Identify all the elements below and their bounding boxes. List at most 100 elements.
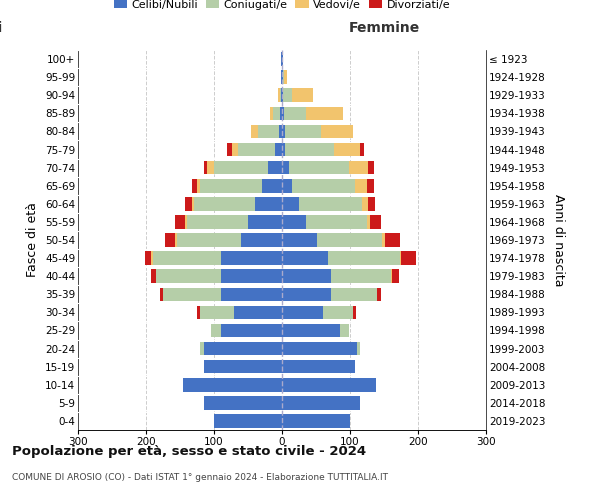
Bar	[282, 179, 374, 192]
Bar	[282, 306, 323, 319]
Text: COMUNE DI AROSIO (CO) - Dati ISTAT 1° gennaio 2024 - Elaborazione TUTTITALIA.IT: COMUNE DI AROSIO (CO) - Dati ISTAT 1° ge…	[12, 472, 388, 482]
Bar	[251, 124, 282, 138]
Bar	[282, 179, 355, 192]
Bar	[282, 270, 392, 283]
Bar	[194, 197, 282, 210]
Bar	[282, 252, 416, 265]
Bar	[232, 142, 282, 156]
Bar	[200, 306, 282, 319]
Bar	[221, 270, 282, 283]
Text: Femmine: Femmine	[349, 21, 419, 35]
Bar	[281, 70, 282, 84]
Bar	[258, 124, 282, 138]
Bar	[221, 324, 282, 338]
Bar	[185, 215, 282, 228]
Bar	[282, 179, 292, 192]
Bar	[251, 124, 282, 138]
Bar	[156, 270, 282, 283]
Bar	[282, 124, 321, 138]
Bar	[214, 414, 282, 428]
Bar	[281, 52, 282, 66]
Bar	[281, 70, 282, 84]
Bar	[145, 252, 282, 265]
Bar	[282, 124, 353, 138]
Bar	[282, 342, 360, 355]
Bar	[282, 161, 368, 174]
Bar	[151, 270, 282, 283]
Bar	[282, 342, 360, 355]
Bar	[200, 342, 282, 355]
Bar	[200, 342, 282, 355]
Bar	[282, 161, 289, 174]
Bar	[204, 396, 282, 409]
Bar	[282, 288, 380, 301]
Bar	[163, 288, 282, 301]
Bar	[156, 270, 282, 283]
Bar	[282, 306, 356, 319]
Bar	[282, 360, 355, 374]
Bar	[282, 414, 350, 428]
Bar	[282, 414, 350, 428]
Bar	[282, 414, 350, 428]
Bar	[282, 288, 377, 301]
Bar	[282, 414, 350, 428]
Bar	[211, 324, 282, 338]
Bar	[281, 52, 282, 66]
Bar	[282, 233, 385, 247]
Bar	[282, 52, 283, 66]
Text: Maschi: Maschi	[0, 21, 3, 35]
Bar	[175, 233, 282, 247]
Bar	[281, 70, 282, 84]
Bar	[184, 378, 282, 392]
Bar	[282, 161, 374, 174]
Bar	[281, 52, 282, 66]
Bar	[282, 52, 283, 66]
Bar	[221, 252, 282, 265]
Bar	[282, 142, 334, 156]
Bar	[184, 378, 282, 392]
Bar	[175, 215, 282, 228]
Bar	[282, 378, 376, 392]
Bar	[270, 106, 282, 120]
Bar	[165, 233, 282, 247]
Y-axis label: Fasce di età: Fasce di età	[26, 202, 40, 278]
Bar	[282, 306, 353, 319]
Bar	[184, 378, 282, 392]
Bar	[211, 324, 282, 338]
Bar	[214, 161, 282, 174]
Y-axis label: Anni di nascita: Anni di nascita	[552, 194, 565, 286]
Bar	[282, 324, 349, 338]
Bar	[221, 288, 282, 301]
Bar	[200, 342, 282, 355]
Bar	[282, 106, 343, 120]
Bar	[282, 88, 313, 102]
Bar	[282, 161, 349, 174]
Bar	[278, 124, 282, 138]
Bar	[282, 52, 283, 66]
Bar	[282, 252, 400, 265]
Bar	[282, 324, 349, 338]
Text: Popolazione per età, sesso e stato civile - 2024: Popolazione per età, sesso e stato civil…	[12, 445, 366, 458]
Bar	[200, 306, 282, 319]
Bar	[282, 106, 343, 120]
Bar	[153, 252, 282, 265]
Bar	[262, 179, 282, 192]
Bar	[282, 396, 360, 409]
Bar	[197, 179, 282, 192]
Bar	[282, 197, 362, 210]
Bar	[187, 215, 282, 228]
Bar	[282, 288, 377, 301]
Bar	[197, 306, 282, 319]
Bar	[282, 252, 328, 265]
Bar	[282, 378, 376, 392]
Bar	[270, 106, 282, 120]
Bar	[185, 197, 282, 210]
Bar	[204, 161, 282, 174]
Bar	[282, 88, 292, 102]
Bar	[282, 197, 375, 210]
Bar	[211, 324, 282, 338]
Bar	[268, 161, 282, 174]
Bar	[282, 70, 284, 84]
Bar	[282, 233, 382, 247]
Bar	[282, 270, 399, 283]
